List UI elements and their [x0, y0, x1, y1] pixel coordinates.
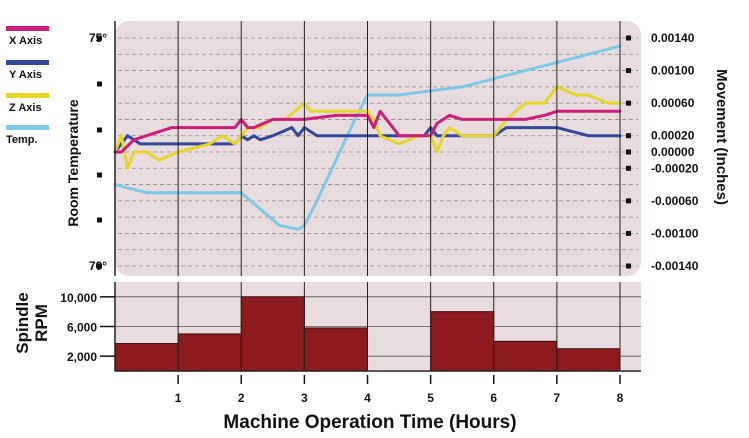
rpm-tick-label: 2,000 — [67, 350, 97, 364]
x-tick-label: 5 — [427, 391, 434, 405]
x-tick-label: 6 — [490, 391, 497, 405]
legend-label: Temp. — [6, 134, 38, 146]
left-tick-label: 70° — [89, 259, 107, 273]
x-ticks: 1 2 3 4 5 6 7 8 — [175, 375, 624, 405]
right-tick-mark — [626, 165, 631, 171]
rpm-bar — [114, 343, 179, 372]
rpm-bar — [556, 348, 621, 372]
rpm-bars — [114, 296, 621, 372]
rpm-tick-label: 6,000 — [67, 321, 97, 335]
legend-swatch — [6, 60, 49, 65]
legend: X Axis Y Axis Z Axis Temp. — [6, 26, 49, 146]
x-tick-label: 2 — [238, 391, 245, 405]
left-tick-mark — [97, 172, 102, 178]
rpm-bar — [430, 311, 495, 372]
rpm-bar — [177, 333, 242, 372]
right-tick-mark — [626, 230, 631, 236]
right-tick-mark — [626, 35, 631, 41]
top-gridlines — [118, 37, 638, 267]
right-tick-mark — [626, 100, 631, 106]
legend-label: Z Axis — [9, 102, 42, 114]
legend-swatch — [6, 26, 49, 31]
left-tick-mark — [97, 127, 102, 133]
right-ticks: 0.00140 0.00100 0.00060 0.00020 0.00000 -0.00… — [626, 31, 699, 273]
right-tick-mark — [626, 149, 631, 155]
hour-gridlines — [177, 21, 621, 371]
right-tick-label: 0.00100 — [651, 64, 695, 78]
spindle-rpm-title: Spindle RPM — [13, 292, 51, 353]
x-tick-label: 8 — [617, 391, 624, 405]
left-axis-title: Room Temperature — [65, 99, 81, 227]
right-tick-mark — [626, 263, 631, 269]
right-tick-label: 0.00060 — [651, 96, 695, 110]
legend-label: X Axis — [9, 35, 42, 47]
right-tick-mark — [626, 198, 631, 204]
left-tick-mark — [97, 35, 102, 41]
left-tick-mark — [97, 217, 102, 223]
x-tick-label: 3 — [301, 391, 308, 405]
rpm-tick-label: 10,000 — [60, 291, 97, 305]
left-tick-mark — [97, 81, 102, 87]
right-tick-label: 0.00020 — [651, 129, 695, 143]
series-line — [113, 44, 622, 231]
series-line — [113, 109, 622, 154]
right-tick-label: -0.00140 — [651, 259, 699, 273]
legend-swatch — [6, 125, 49, 130]
top-plot-background — [115, 21, 641, 276]
x-tick-label: 1 — [175, 391, 182, 405]
right-tick-label: -0.00020 — [651, 161, 699, 175]
x-axis-title: Machine Operation Time (Hours) — [223, 412, 516, 433]
right-tick-label: 0.00000 — [651, 145, 695, 159]
left-tick-mark — [97, 263, 102, 269]
right-tick-label: -0.00060 — [651, 194, 699, 208]
left-ticks: 75° 70° — [89, 31, 107, 273]
right-axis-title: Movement (Inches) — [713, 69, 730, 205]
rpm-bar — [240, 296, 305, 372]
x-tick-label: 4 — [364, 391, 371, 405]
legend-label: Y Axis — [9, 69, 42, 81]
left-tick-label: 75° — [89, 31, 107, 45]
legend-swatch — [6, 93, 49, 98]
series-line — [113, 85, 622, 170]
rpm-bar — [493, 340, 558, 372]
x-tick-label: 7 — [554, 391, 561, 405]
right-tick-mark — [626, 133, 631, 139]
spindle-rpm-title-line-1: Spindle — [13, 292, 32, 353]
right-tick-label: -0.00100 — [651, 226, 699, 240]
right-tick-label: 0.00140 — [651, 31, 695, 45]
spindle-rpm-title-line-2: RPM — [32, 304, 51, 342]
rpm-bar — [303, 327, 368, 372]
right-tick-mark — [626, 68, 631, 74]
bottom-ticks: 10,000 6,000 2,000 — [60, 291, 115, 364]
